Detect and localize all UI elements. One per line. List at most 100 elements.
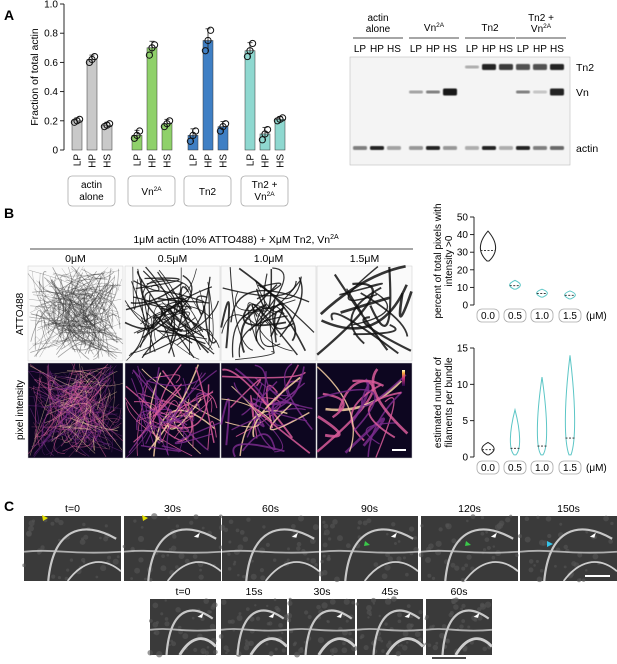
noise-speck — [331, 647, 338, 654]
gel-lane-label: HS — [499, 44, 513, 55]
filament — [58, 328, 92, 333]
noise-speck — [170, 639, 174, 643]
noise-speck — [175, 607, 181, 613]
filament — [365, 422, 398, 445]
category-box — [476, 308, 500, 323]
violin — [481, 441, 495, 456]
filament — [87, 271, 115, 279]
noise-speck — [518, 534, 523, 539]
filament — [74, 416, 117, 448]
gel-band — [370, 146, 384, 150]
noise-speck — [592, 553, 599, 560]
noise-speck — [322, 542, 328, 548]
filament — [58, 302, 104, 357]
filament — [56, 272, 106, 350]
filament — [55, 287, 109, 319]
noise-speck — [249, 616, 255, 622]
filament — [229, 267, 254, 351]
time-label: 45s — [382, 586, 399, 598]
row-label-atto488: ATTO488 — [15, 292, 26, 335]
noise-speck — [307, 614, 312, 620]
noise-speck — [130, 577, 134, 580]
filament — [45, 281, 103, 344]
arrowhead-marker — [197, 612, 204, 618]
noise-speck — [450, 562, 456, 568]
green-arrowhead — [364, 541, 370, 546]
gel-band — [550, 64, 564, 70]
noise-speck — [367, 616, 370, 619]
noise-speck — [254, 604, 257, 607]
filament — [252, 307, 293, 352]
y-axis-label: estimated number of — [433, 357, 444, 448]
gel-group-label-superscript: 2A — [436, 22, 445, 29]
filament — [195, 295, 208, 316]
arrowhead-marker — [193, 532, 200, 538]
filament — [79, 283, 120, 292]
filament — [23, 549, 122, 554]
gel-lane-label: LP — [410, 44, 423, 55]
filament — [67, 293, 95, 328]
noise-speck — [244, 641, 251, 647]
noise-speck — [332, 519, 338, 525]
filament — [102, 392, 120, 431]
filament — [245, 528, 315, 582]
filament — [46, 299, 115, 342]
x-unit-label: (μM) — [586, 311, 607, 322]
y-tick-label: 0 — [462, 301, 468, 312]
filament — [264, 561, 320, 582]
noise-speck — [577, 552, 583, 558]
filament — [398, 290, 413, 318]
data-point — [222, 120, 230, 128]
noise-speck — [535, 559, 539, 563]
filament — [385, 637, 425, 656]
filament — [68, 272, 90, 360]
filament — [319, 264, 406, 316]
noise-speck — [366, 604, 372, 611]
noise-speck — [174, 565, 179, 570]
filament — [125, 297, 184, 315]
filament — [99, 275, 116, 341]
noise-speck — [387, 556, 393, 562]
gel-group-label-superscript: 2A — [543, 23, 552, 30]
filament — [73, 296, 85, 353]
noise-speck — [164, 617, 169, 621]
filament — [255, 268, 273, 310]
noise-speck — [177, 625, 182, 630]
filament — [346, 288, 363, 315]
filament — [135, 277, 180, 290]
noise-speck — [242, 536, 249, 542]
noise-speck — [448, 612, 454, 618]
noise-speck — [405, 572, 409, 577]
arrowhead-marker — [291, 532, 298, 538]
filament — [125, 385, 167, 429]
filament — [178, 377, 195, 422]
filament — [34, 336, 46, 350]
y-tick-label: 20 — [457, 265, 469, 276]
group-label-superscript: 2A — [154, 186, 163, 193]
x-tick-label: 1.5 — [563, 311, 577, 322]
filament — [72, 289, 114, 332]
timelapse-frame: t=0 — [22, 503, 122, 582]
noise-speck — [232, 562, 236, 566]
y-tick-label: 0.6 — [44, 58, 58, 69]
filament — [34, 378, 82, 401]
filament — [27, 273, 70, 312]
filament — [34, 293, 81, 335]
y-axis-label: percent of total pixels with — [433, 203, 444, 318]
filament — [30, 284, 122, 342]
group-label: Vn2A — [254, 191, 275, 203]
filament — [131, 378, 156, 450]
filament — [60, 313, 98, 350]
yellow-arrowhead — [142, 515, 148, 521]
y-axis-label: Fraction of total actin — [29, 28, 41, 126]
noise-speck — [533, 564, 536, 567]
filament — [242, 303, 287, 327]
violin — [509, 279, 521, 290]
filament — [48, 312, 111, 349]
category-box — [558, 308, 582, 323]
filament — [74, 293, 110, 357]
category-box — [503, 460, 527, 475]
filament — [33, 288, 122, 305]
filament — [33, 385, 88, 443]
filament — [88, 406, 112, 452]
